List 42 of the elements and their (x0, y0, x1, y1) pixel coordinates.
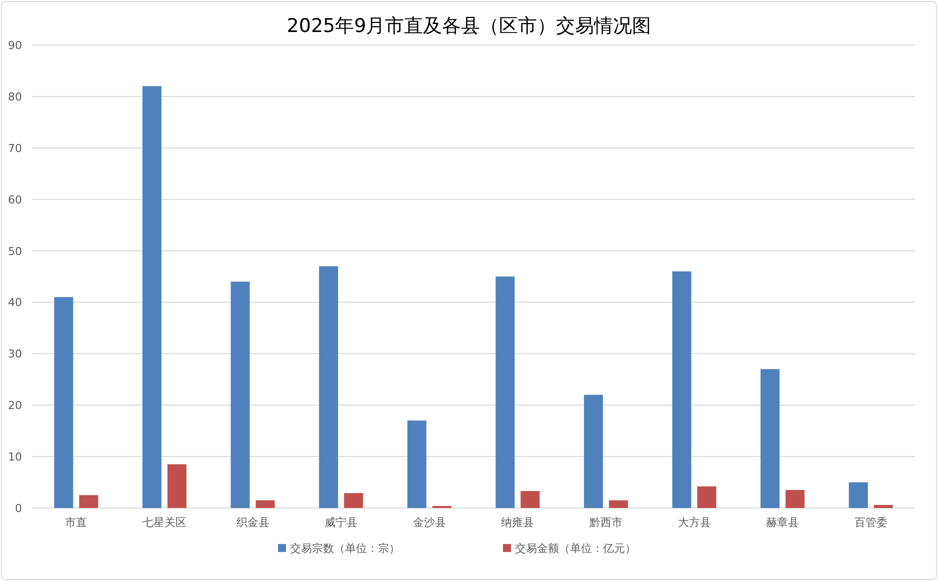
bar (319, 266, 338, 508)
y-tick-label: 80 (8, 90, 22, 104)
y-tick-label: 0 (15, 502, 22, 515)
bar (786, 490, 805, 508)
y-tick-label: 10 (8, 450, 22, 464)
x-tick-label: 大方县 (678, 516, 711, 529)
y-tick-label: 60 (8, 193, 22, 206)
bar (142, 86, 162, 508)
bar (697, 486, 716, 508)
bar (407, 420, 426, 508)
bar (79, 495, 98, 508)
y-tick-label: 50 (8, 244, 22, 258)
bar (848, 482, 868, 508)
x-tick-label: 市直 (65, 516, 88, 529)
y-tick-label: 70 (8, 142, 22, 155)
bar (54, 297, 74, 508)
x-tick-label: 威宁县 (324, 516, 358, 529)
x-tick-label: 百管委 (854, 516, 888, 529)
y-tick-label: 90 (8, 39, 22, 52)
x-tick-label: 金沙县 (412, 516, 446, 529)
bar (496, 276, 515, 508)
x-tick-label: 织金县 (236, 517, 270, 529)
x-tick-label: 赫章县 (766, 516, 800, 529)
bar (874, 504, 893, 508)
y-tick-label: 40 (8, 296, 22, 310)
bar (672, 271, 692, 508)
x-tick-label: 黔西市 (588, 516, 622, 529)
bar (167, 464, 186, 508)
y-tick-label: 30 (8, 348, 22, 361)
x-tick-label: 七星关区 (142, 516, 186, 529)
chart-title: 2025年9月市直及各县（区市）交易情况图 (286, 15, 652, 37)
bar (344, 493, 364, 508)
bar (584, 394, 603, 508)
y-tick-label: 20 (8, 399, 22, 412)
bar (256, 500, 275, 508)
x-tick-label: 纳雍县 (501, 516, 534, 529)
bar (608, 500, 628, 508)
bar (520, 491, 540, 508)
legend-label: 交易宗数（单位：宗） (290, 542, 400, 555)
bar (760, 369, 780, 508)
legend-label: 交易金额（单位：亿元） (515, 542, 636, 555)
bar (230, 282, 250, 508)
